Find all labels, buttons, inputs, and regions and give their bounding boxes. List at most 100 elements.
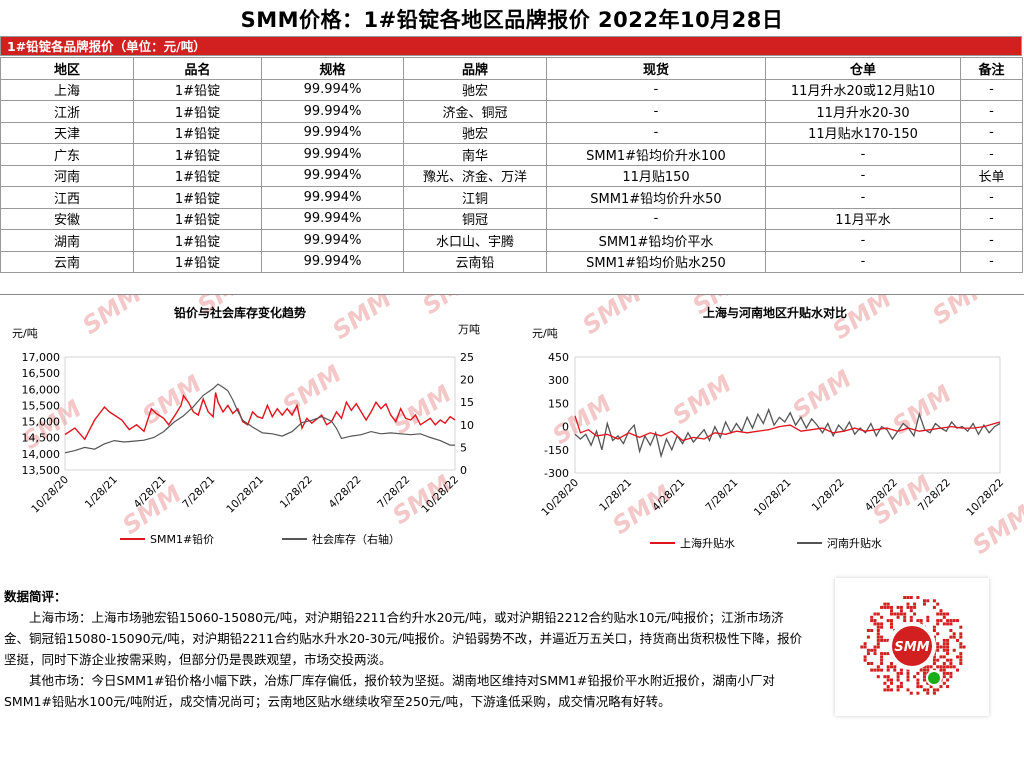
qr-module (860, 645, 864, 649)
watermark: SMM (77, 295, 146, 340)
qr-module (909, 619, 913, 623)
qr-module (936, 648, 940, 652)
qr-module (942, 671, 946, 675)
table-cell: - (960, 250, 1023, 273)
table-cell: 11月贴150 (546, 164, 766, 187)
qr-module (949, 619, 953, 623)
qr-module (873, 612, 877, 616)
qr-module (916, 671, 920, 675)
mini-program-icon (928, 672, 940, 684)
qr-module (959, 625, 963, 629)
qr-module (959, 658, 963, 662)
qr-module (886, 668, 890, 672)
qr-module (946, 619, 950, 623)
qr-module (880, 625, 884, 629)
qr-module (880, 658, 884, 662)
qr-module (899, 609, 903, 613)
qr-module (880, 652, 884, 656)
legend-label: 河南升贴水 (827, 536, 882, 550)
qr-module (899, 685, 903, 689)
summary-section: 数据简评： 上海市场：上海市场驰宏铅15060-15080元/吨，对沪期铅221… (4, 586, 804, 712)
watermark: SMM (327, 295, 396, 345)
qr-module (899, 605, 903, 609)
qr-module (923, 599, 926, 603)
qr-module (936, 632, 940, 636)
qr-module (906, 602, 910, 606)
qr-module (890, 681, 893, 685)
qr-module (890, 619, 893, 623)
qr-module (946, 652, 950, 656)
qr-module (932, 691, 936, 695)
table-cell: 铜冠 (403, 207, 547, 230)
qr-module (899, 668, 903, 672)
qr-module (923, 688, 926, 692)
qr-module (946, 685, 950, 689)
table-row: 天津 1#铅锭 99.994% 驰宏 -11月贴水170-150- (0, 121, 1023, 144)
qr-module (913, 612, 917, 616)
column-header: 品牌 (403, 57, 547, 80)
table-row: 上海 1#铅锭 99.994% 驰宏 -11月升水20或12月贴10- (0, 78, 1023, 101)
qr-module (913, 675, 917, 679)
qr-module (863, 642, 867, 646)
qr-module (896, 615, 900, 619)
qr-module (903, 612, 907, 616)
qr-module (916, 681, 920, 685)
qr-module (949, 658, 953, 662)
qr-module (886, 678, 890, 682)
premium-comparison-chart: 上海与河南地区升贴水对比元/吨4503001500-150-30010/28/2… (532, 305, 1006, 550)
watermark: SMM (577, 295, 646, 340)
y2-tick-label: 0 (460, 464, 467, 477)
qr-module (939, 668, 943, 672)
qr-module (876, 635, 880, 639)
qr-module (890, 605, 893, 609)
qr-module (936, 688, 940, 692)
qr-module (926, 691, 930, 695)
qr-module (870, 668, 874, 672)
qr-module (936, 658, 940, 662)
table-cell: 豫光、济金、万洋 (403, 164, 547, 187)
y-tick-label: 14,500 (22, 432, 61, 445)
qr-module (866, 635, 870, 639)
qr-module (863, 655, 867, 659)
qr-module (906, 678, 910, 682)
qr-module (919, 668, 923, 672)
qr-module (932, 658, 936, 662)
qr-module (919, 685, 923, 689)
table-cell: 驰宏 (403, 78, 547, 101)
table-cell: 1#铅锭 (133, 121, 262, 144)
qr-module (959, 652, 963, 656)
column-header: 仓单 (765, 57, 961, 80)
x-tick-label: 7/28/21 (180, 474, 217, 511)
table-row: 安徽 1#铅锭 99.994% 铜冠 -11月平水 - (0, 207, 1023, 230)
qr-module (946, 645, 950, 649)
table-cell: 1#铅锭 (133, 250, 262, 273)
table-cell: 河南 (0, 164, 134, 187)
qr-module (949, 622, 953, 626)
column-header: 品名 (133, 57, 262, 80)
table-cell: 长单 (960, 164, 1023, 187)
qr-module (926, 599, 930, 603)
y-tick-label: 450 (548, 351, 569, 364)
summary-heading: 数据简评： (4, 589, 67, 604)
table-cell: 天津 (0, 121, 134, 144)
qr-module (876, 642, 880, 646)
qr-module (942, 642, 946, 646)
x-tick-label: 1/28/22 (810, 477, 847, 514)
qr-code-graphic: SMM (860, 596, 966, 695)
qr-module (893, 612, 897, 616)
qr-module (942, 612, 946, 616)
column-header: 现货 (546, 57, 766, 80)
qr-module (932, 655, 936, 659)
watermark: SMM (787, 365, 856, 425)
qr-module (886, 619, 890, 623)
qr-module (903, 615, 907, 619)
qr-module (880, 662, 884, 665)
qr-module (936, 602, 940, 606)
qr-module (932, 605, 936, 609)
qr-module (880, 635, 884, 639)
table-cell: 江西 (0, 186, 134, 209)
y2-tick-label: 5 (460, 441, 467, 454)
x-tick-label: 1/28/21 (83, 474, 120, 511)
qr-module (942, 655, 946, 659)
qr-module (886, 602, 890, 606)
